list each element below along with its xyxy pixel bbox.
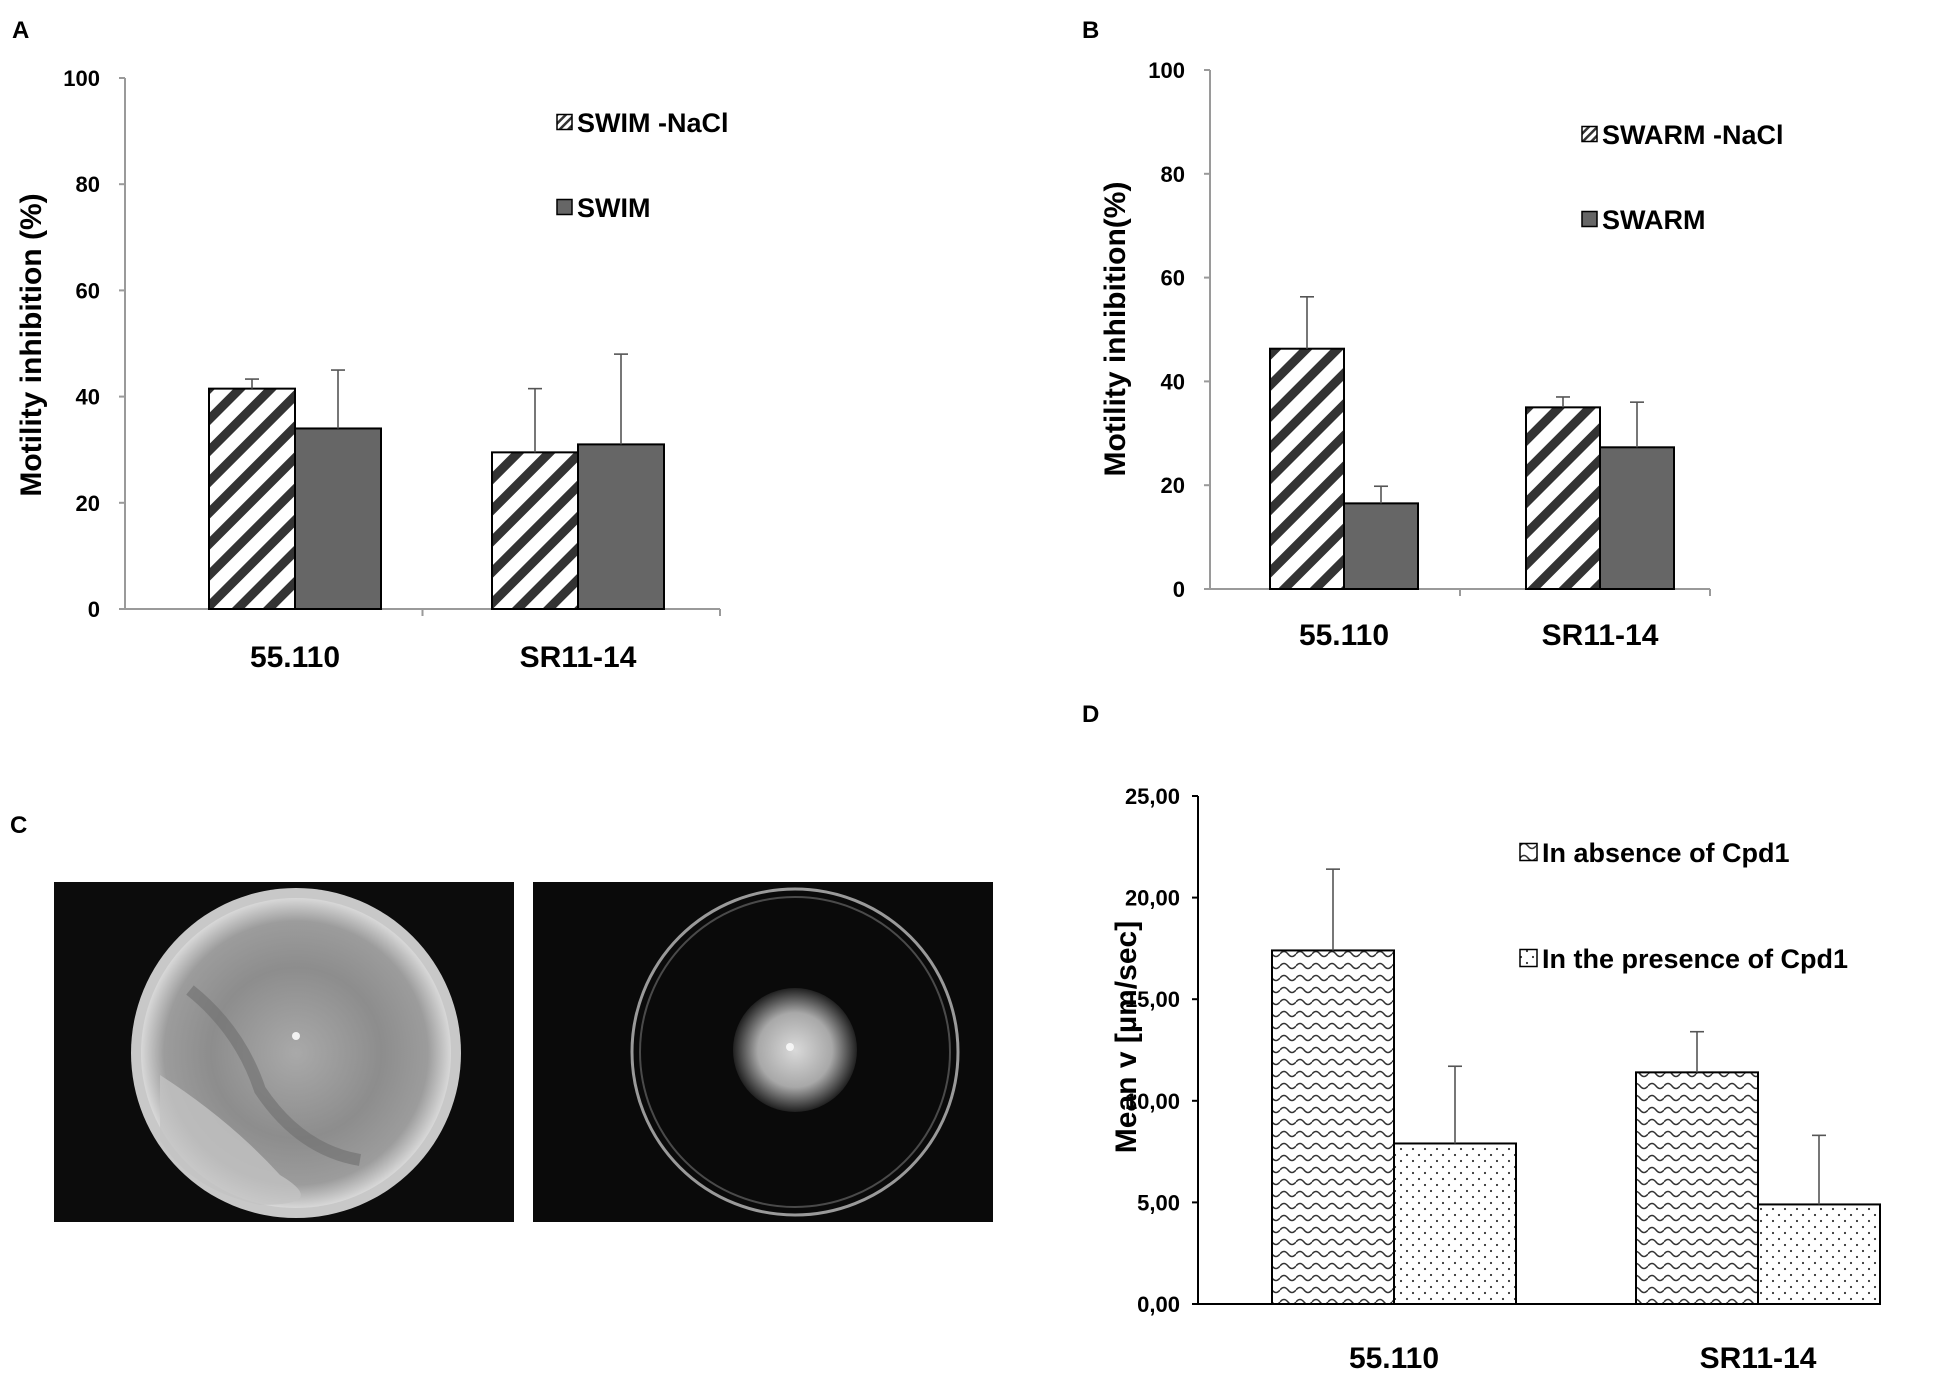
- y-tick-label: 100: [63, 66, 100, 91]
- y-tick-label: 20: [1161, 473, 1185, 498]
- x-category-label: SR11-14: [1700, 1342, 1817, 1374]
- x-category-label: 55.110: [250, 641, 340, 674]
- bar-in-the-presence-of-cpd1-1: [1757, 1203, 1881, 1306]
- y-axis-label: Mean v [µm/sec]: [1110, 921, 1143, 1153]
- legend-swatch: [1519, 948, 1538, 968]
- legend-label: In absence of Cpd1: [1542, 838, 1790, 868]
- bar-swim-0: [294, 427, 382, 610]
- panel-label-a: A: [12, 17, 29, 44]
- bar-swim-nacl-1: [491, 451, 579, 611]
- legend-swatch: [1519, 842, 1538, 862]
- y-tick-label: 10,00: [1125, 1089, 1180, 1114]
- x-category-label: 55.110: [1349, 1342, 1439, 1374]
- y-tick-label: 40: [76, 385, 100, 410]
- y-tick-label: 60: [1161, 266, 1185, 291]
- chart-b: 0 20 40 60 80 100 Motility inhibition(%) 55.110…: [1099, 58, 1784, 652]
- bar-swarm-nacl-1: [1525, 406, 1601, 590]
- legend-swatch: [1581, 210, 1598, 228]
- legend-swatch: [556, 113, 573, 131]
- y-tick-label: 0,00: [1137, 1292, 1180, 1317]
- legend-label: SWARM -NaCl: [1602, 120, 1784, 150]
- panel-label-c: C: [10, 812, 27, 839]
- legend-swatch: [1581, 125, 1598, 143]
- petri-dish-rim-right: [630, 887, 960, 1217]
- swarm-colony-right: [733, 988, 857, 1112]
- swarm-shadow-left: [160, 1075, 301, 1205]
- bar-swarm-1: [1599, 446, 1675, 590]
- y-tick-label: 60: [76, 278, 100, 303]
- y-tick-label: 5,00: [1137, 1190, 1180, 1215]
- bar-swarm-0: [1343, 502, 1419, 590]
- panel-label-b: B: [1082, 17, 1099, 44]
- y-tick-label: 15,00: [1125, 987, 1180, 1012]
- x-category-label: SR11-14: [520, 641, 637, 674]
- x-category-label: SR11-14: [1542, 619, 1659, 652]
- photo-left: [54, 882, 514, 1222]
- bar-swim-1: [577, 443, 665, 611]
- bar-in-absence-of-cpd1-1: [1635, 1071, 1759, 1306]
- bar-swarm-nacl-0: [1269, 347, 1345, 590]
- photo-right: [533, 882, 993, 1222]
- y-tick-label: 20: [76, 491, 100, 516]
- y-tick-label: 0: [88, 597, 100, 622]
- y-tick-label: 0: [1173, 577, 1185, 602]
- legend-label: SWARM: [1602, 205, 1706, 235]
- legend-label: In the presence of Cpd1: [1542, 944, 1848, 974]
- inoculation-point-right: [786, 1043, 794, 1051]
- y-tick-label: 40: [1161, 369, 1185, 394]
- x-category-label: 55.110: [1299, 619, 1389, 652]
- petri-dish-inner-rim-right: [639, 896, 951, 1208]
- inoculation-point-left: [292, 1032, 300, 1040]
- bar-swim-nacl-0: [208, 387, 296, 611]
- panel-label-d: D: [1082, 701, 1099, 728]
- y-tick-label: 80: [1161, 162, 1185, 187]
- chart-a: 0 20 40 60 80 100 Motility inhibition (%) 55.11…: [15, 66, 729, 674]
- bar-in-absence-of-cpd1-0: [1271, 949, 1395, 1305]
- y-tick-label: 25,00: [1125, 784, 1180, 809]
- chart-d: 0,00 5,00 10,00 15,00 20,00 25,00 Mean v [µm/s…: [1110, 784, 1881, 1374]
- y-tick-label: 100: [1148, 58, 1185, 83]
- legend-label: SWIM -NaCl: [577, 108, 729, 138]
- y-tick-label: 80: [76, 172, 100, 197]
- legend-label: SWIM: [577, 193, 651, 223]
- y-axis-label: Motility inhibition (%): [15, 193, 48, 496]
- y-tick-label: 20,00: [1125, 886, 1180, 911]
- legend-swatch: [556, 198, 573, 216]
- swarm-ridge-left: [186, 985, 362, 1166]
- bar-in-the-presence-of-cpd1-0: [1393, 1142, 1517, 1306]
- y-axis-label: Motility inhibition(%): [1099, 182, 1132, 477]
